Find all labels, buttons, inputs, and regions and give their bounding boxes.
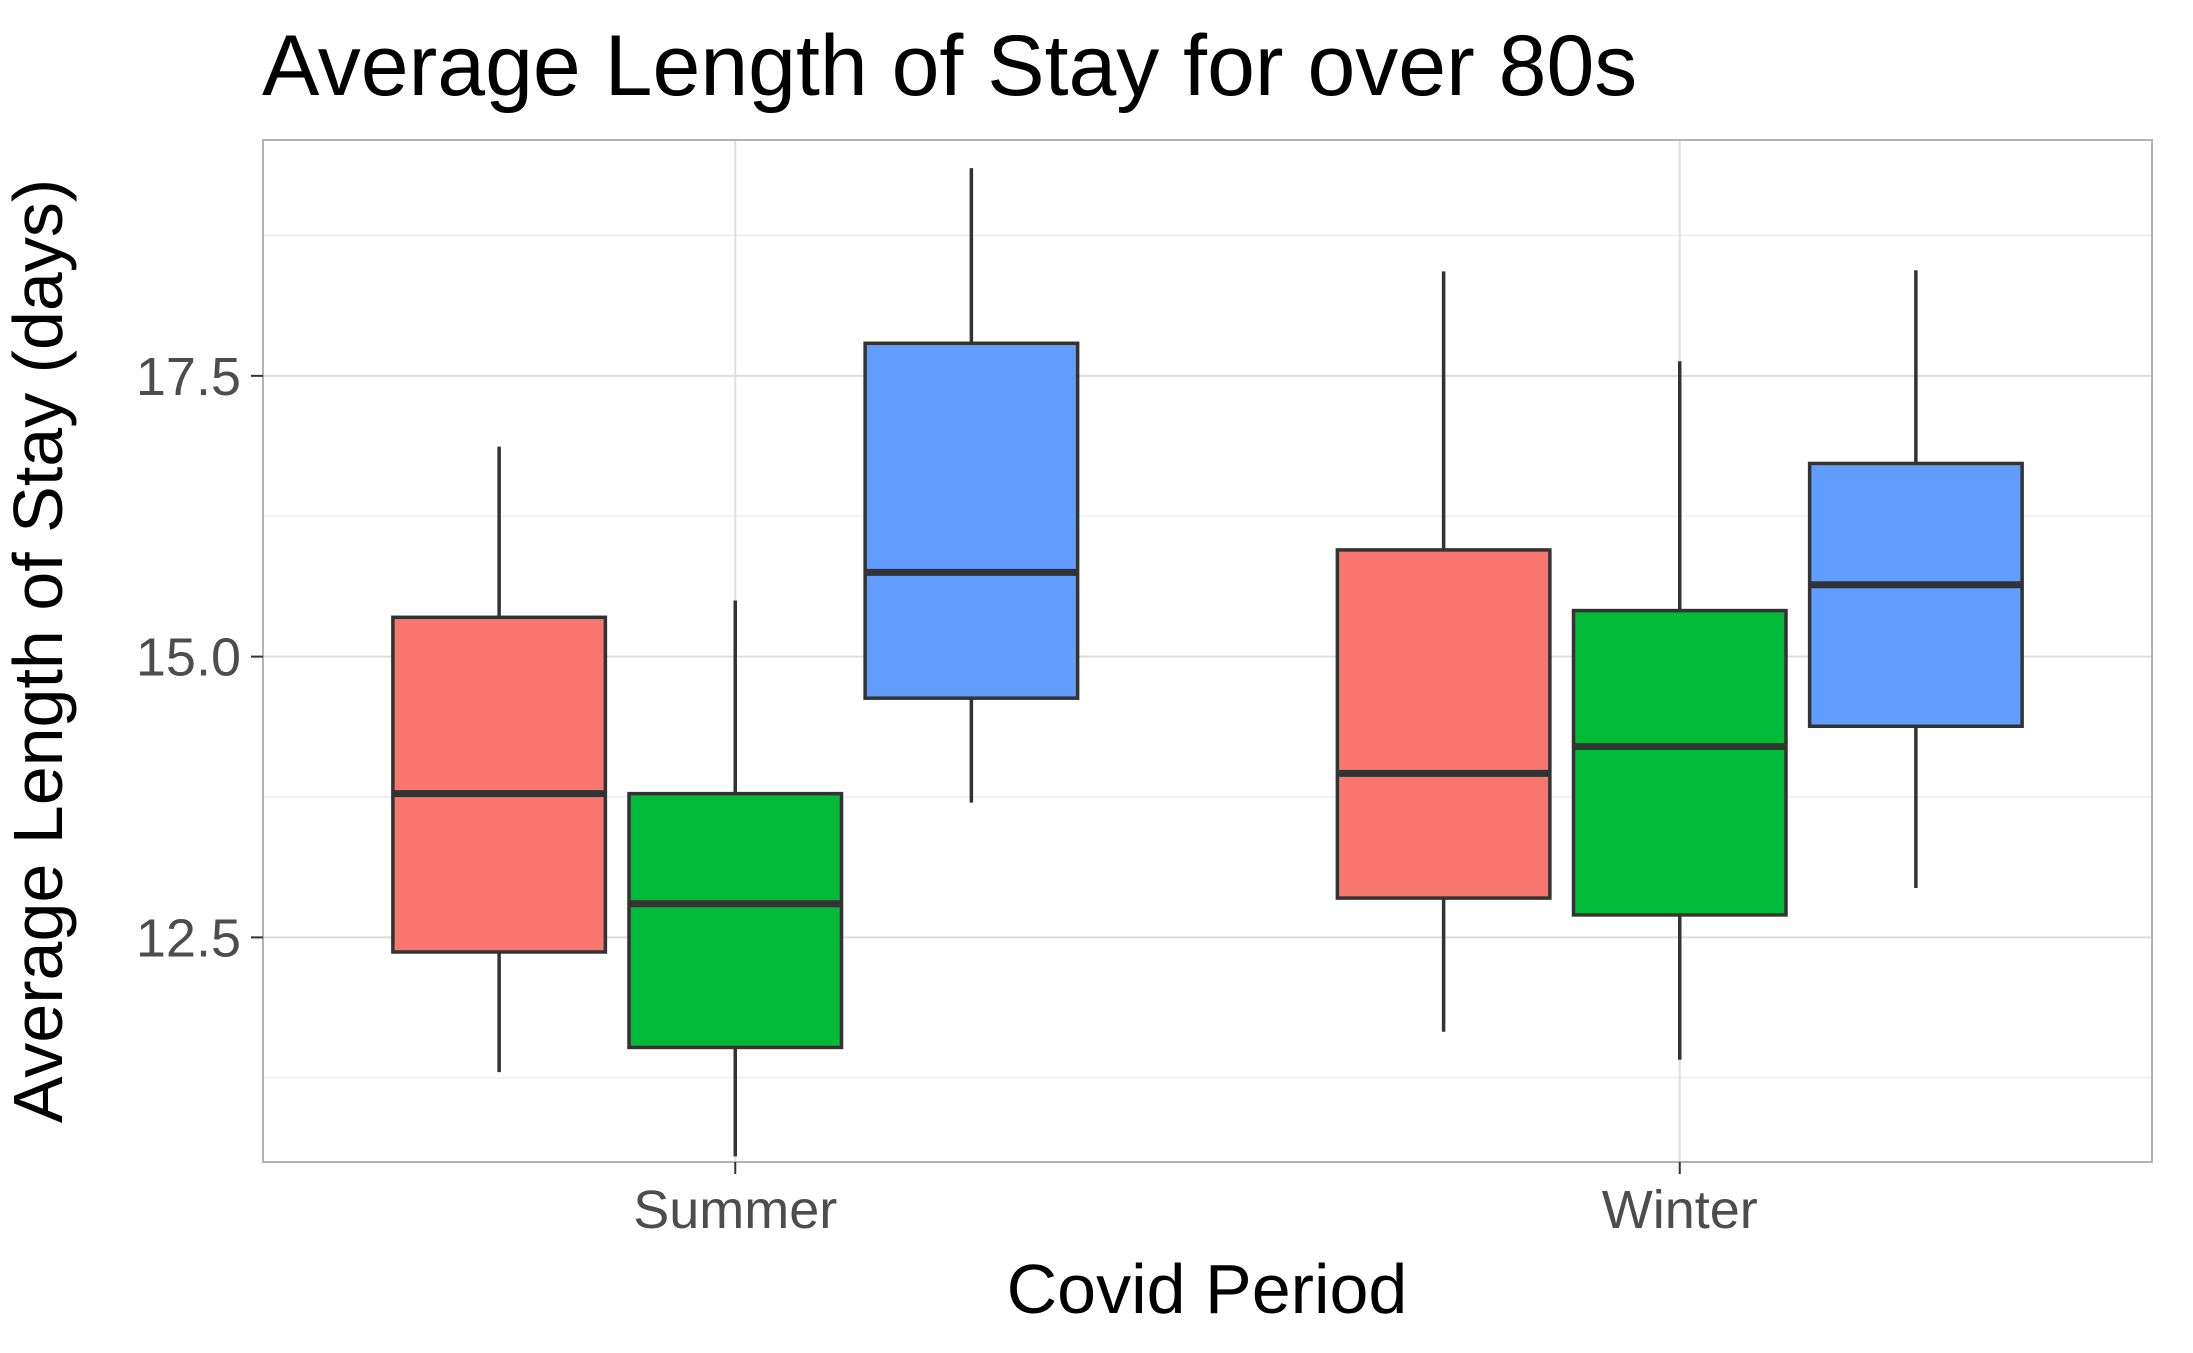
- box-summer-2: [627, 600, 844, 1157]
- box-summer-3: [863, 168, 1080, 803]
- box-summer-1: [391, 446, 608, 1073]
- box-layer: [391, 168, 2024, 1157]
- box-winter-2: [1571, 361, 1788, 1060]
- box-winter-3: [1807, 270, 2024, 888]
- box-body: [627, 791, 844, 1050]
- box-body: [1335, 548, 1552, 900]
- box-body: [863, 341, 1080, 700]
- y-axis-title: Average Length of Stay (days): [0, 179, 77, 1123]
- box-body: [391, 615, 608, 954]
- x-axis: Summer Winter: [633, 1162, 1758, 1240]
- y-tick-label: 15.0: [136, 628, 241, 688]
- box-winter-1: [1335, 271, 1552, 1032]
- box-body: [1807, 461, 2024, 728]
- chart-title: Average Length of Stay for over 80s: [262, 18, 1637, 114]
- x-tick-label: Summer: [633, 1180, 837, 1240]
- y-axis: 12.5 15.0 17.5: [136, 347, 263, 968]
- y-tick-label: 12.5: [136, 908, 241, 968]
- x-axis-title: Covid Period: [1007, 1250, 1408, 1328]
- plot-border: [262, 139, 2153, 1163]
- y-tick-label: 17.5: [136, 347, 241, 407]
- box-body: [1571, 608, 1788, 917]
- x-tick-label: Winter: [1602, 1180, 1758, 1240]
